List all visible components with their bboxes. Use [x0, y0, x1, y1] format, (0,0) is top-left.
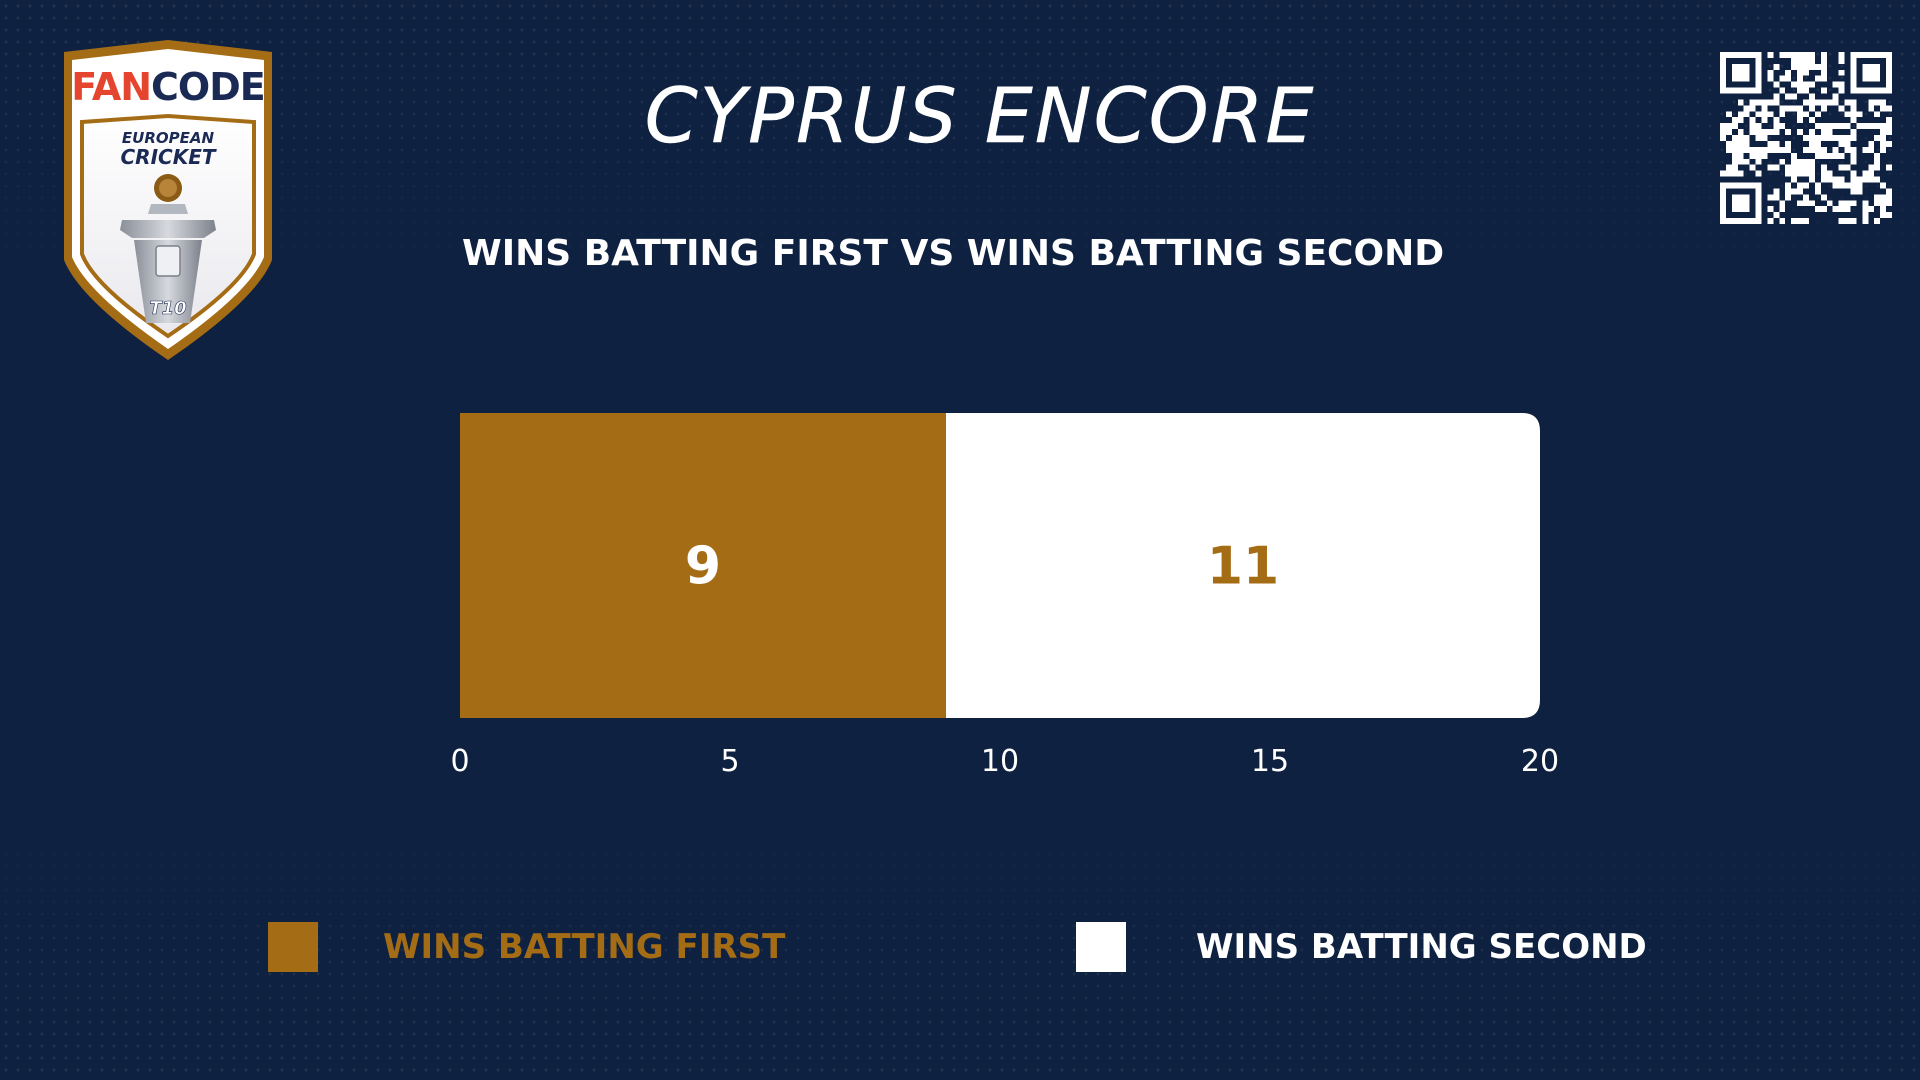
- page-title: CYPRUS ENCORE: [644, 71, 1316, 160]
- x-tick-label: 20: [1521, 744, 1559, 779]
- legend-label-wins-batting-first: WINS BATTING FIRST: [383, 927, 786, 967]
- european-cricket-logo: FANCODE EUROPEAN CRICKET T10: [64, 40, 272, 360]
- svg-text:T10: T10: [149, 298, 186, 319]
- svg-text:EUROPEAN: EUROPEAN: [122, 129, 215, 147]
- legend-swatch-wins-batting-second: [1076, 922, 1126, 972]
- legend-swatch-wins-batting-first: [268, 922, 318, 972]
- svg-text:CRICKET: CRICKET: [121, 145, 217, 169]
- bar-value-label-wins-batting-second: 11: [1207, 537, 1279, 597]
- background-dot-pattern-bottom: [0, 800, 1920, 1080]
- x-tick-label: 15: [1251, 744, 1289, 779]
- bar-segment-wins-batting-first: [460, 413, 946, 718]
- bar-segment-wins-batting-second: [946, 413, 1540, 718]
- svg-text:FANCODE: FANCODE: [71, 65, 265, 109]
- chart-subtitle: WINS BATTING FIRST VS WINS BATTING SECON…: [462, 233, 1445, 274]
- stacked-bar-chart: 9 11 0 5 10 15 20: [450, 413, 1559, 779]
- bar-value-label-wins-batting-first: 9: [685, 537, 721, 597]
- x-tick-label: 10: [981, 744, 1019, 779]
- background-dot-pattern-top: [0, 0, 1920, 300]
- x-tick-label: 0: [450, 744, 469, 779]
- x-tick-label: 5: [720, 744, 739, 779]
- legend-label-wins-batting-second: WINS BATTING SECOND: [1196, 927, 1647, 967]
- qr-code-icon[interactable]: [1720, 52, 1892, 224]
